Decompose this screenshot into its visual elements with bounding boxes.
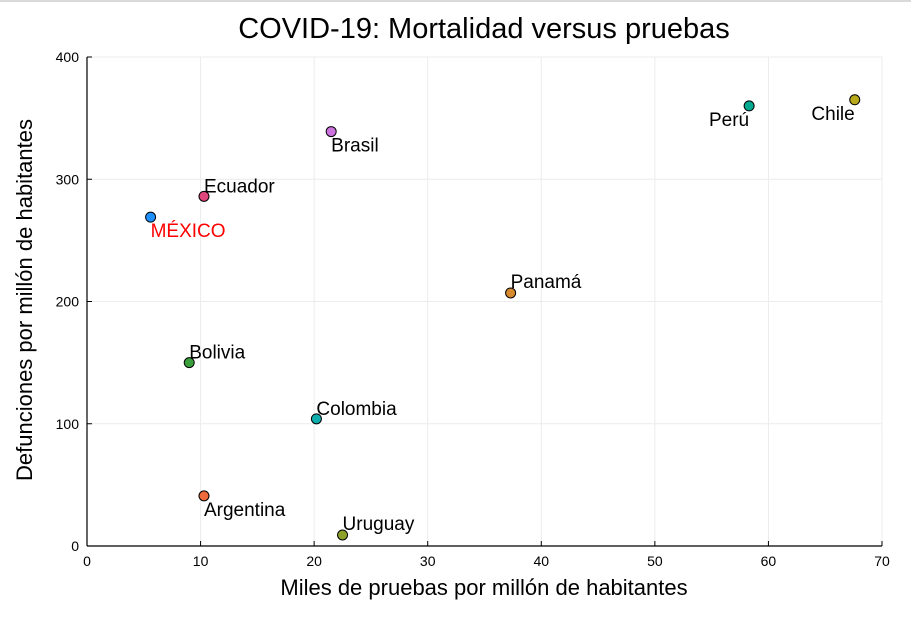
x-axis-label: Miles de pruebas por millón de habitante… xyxy=(280,575,687,600)
y-tick-label: 300 xyxy=(56,171,80,187)
point-label-panama: Panamá xyxy=(511,272,582,293)
y-axis-label: Defunciones por millón de habitantes xyxy=(12,119,37,481)
x-tick-label: 30 xyxy=(420,553,436,569)
y-tick-label: 0 xyxy=(71,538,79,554)
grid-lines xyxy=(87,56,883,546)
point-label-peru: Perú xyxy=(709,110,749,131)
point-label-ecuador: Ecuador xyxy=(204,176,275,197)
data-points xyxy=(145,94,861,541)
x-tick-label: 20 xyxy=(306,553,322,569)
point-label-bolivia: Bolivia xyxy=(189,343,245,364)
point-label-mexico: MÉXICO xyxy=(151,221,226,242)
point-label-brasil: Brasil xyxy=(331,136,379,157)
x-tick-label: 40 xyxy=(533,553,549,569)
point-labels: MÉXICO Ecuador Brasil Perú Chile Panamá Bolivi… xyxy=(151,104,855,535)
point-peru xyxy=(743,100,755,112)
y-tick-label: 100 xyxy=(56,416,80,432)
x-tick-label: 10 xyxy=(193,553,209,569)
point-label-chile: Chile xyxy=(811,104,854,125)
window-top-border xyxy=(0,0,911,2)
x-tick-label: 70 xyxy=(874,553,890,569)
chart-title: COVID-19: Mortalidad versus pruebas xyxy=(238,13,730,45)
point-mexico xyxy=(145,211,157,223)
point-label-uruguay: Uruguay xyxy=(343,514,415,535)
point-chile xyxy=(849,94,861,106)
y-tick-labels: 0 100 200 300 400 xyxy=(56,49,92,554)
point-argentina xyxy=(198,490,210,502)
x-tick-label: 0 xyxy=(83,553,91,569)
point-uruguay xyxy=(337,529,349,541)
point-ecuador xyxy=(198,190,210,202)
y-tick-label: 200 xyxy=(56,294,80,310)
x-tick-label: 60 xyxy=(761,553,777,569)
x-tick-labels: 0 10 20 30 40 50 60 70 xyxy=(83,541,890,569)
x-tick-label: 50 xyxy=(647,553,663,569)
point-brasil xyxy=(325,126,337,138)
point-panama xyxy=(505,287,517,299)
point-colombia xyxy=(310,413,322,425)
y-tick-label: 400 xyxy=(56,49,80,65)
point-bolivia xyxy=(183,357,195,369)
point-label-argentina: Argentina xyxy=(204,500,286,521)
point-label-colombia: Colombia xyxy=(316,399,397,420)
